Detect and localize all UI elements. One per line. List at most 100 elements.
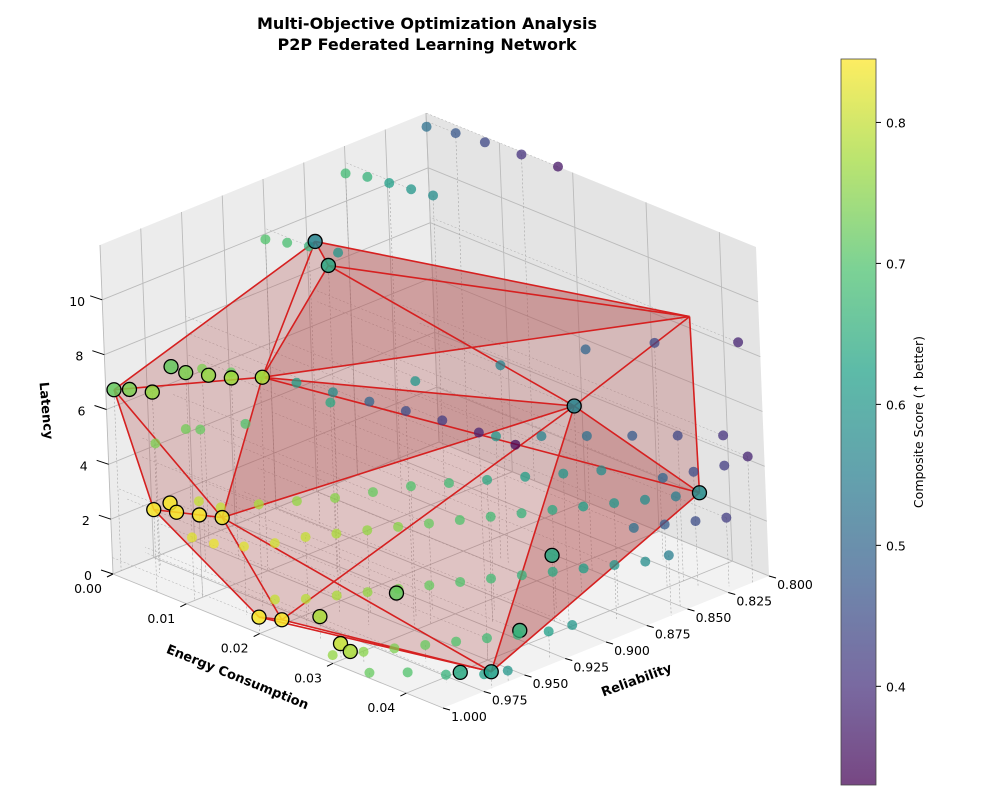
drop-line [172, 393, 246, 425]
scatter-point [627, 430, 638, 441]
z-tick-mark [92, 350, 105, 356]
z-tick-label: 6 [78, 404, 86, 419]
scatter-point [657, 472, 668, 483]
grid-back-z [101, 167, 429, 301]
drop-line [199, 514, 203, 598]
scatter-point [558, 468, 569, 479]
scatter-point [690, 516, 701, 527]
scatter-point [238, 541, 249, 552]
scatter-point [402, 667, 413, 678]
pareto-point [251, 609, 267, 625]
scatter-point [340, 168, 351, 179]
x-tick-mark [106, 573, 114, 578]
pareto-point [200, 367, 217, 383]
y-tick-mark [768, 575, 777, 579]
drop-line [410, 486, 417, 618]
chart-title-line-2: P2P Federated Learning Network [277, 35, 576, 54]
drop-line [367, 530, 371, 613]
drop-line [573, 405, 582, 593]
y-tick-mark [728, 592, 736, 595]
drop-line [191, 537, 195, 601]
drop-line [258, 504, 264, 609]
pareto-point [214, 509, 230, 526]
hull-edge [258, 616, 492, 673]
scatter-point [516, 508, 527, 519]
grid-right-z [436, 386, 768, 522]
scatter-point [358, 646, 369, 657]
drop-line [613, 503, 619, 608]
scatter-point [455, 576, 466, 587]
drop-lines [112, 112, 753, 689]
y-tick-mark [605, 641, 614, 645]
scatter-point [640, 556, 651, 567]
scatter-point [670, 491, 681, 502]
drop-line [586, 435, 593, 571]
scatter-point [282, 237, 293, 248]
y-tick-label: 0.875 [655, 627, 691, 642]
scatter-point [364, 667, 375, 678]
scatter-point [260, 234, 271, 245]
scatter-point [420, 639, 431, 650]
colorbar-ticks: 0.4 0.5 0.6 0.7 0.8 [876, 115, 906, 694]
scatter-point [495, 360, 506, 371]
scatter-point [440, 669, 451, 680]
scatter-point [444, 478, 455, 489]
scatter-point [567, 620, 578, 631]
y-tick-label: 0.925 [573, 660, 609, 675]
drop-line [272, 411, 522, 514]
scatter-point [400, 406, 411, 416]
y-tick-mark [687, 608, 695, 612]
drop-line [257, 467, 522, 576]
scatter-point [240, 418, 251, 429]
drop-line [490, 516, 495, 610]
scatter-point [269, 594, 280, 605]
scatter-point [628, 522, 639, 533]
colorbar-tick-label: 0.4 [886, 679, 906, 694]
scatter-point [596, 465, 607, 476]
drop-line [500, 365, 509, 563]
pareto-hull [113, 240, 701, 673]
pareto-point [483, 664, 499, 680]
scatter-point [520, 471, 531, 482]
drop-line [563, 473, 570, 628]
drop-line [340, 643, 342, 661]
y-tick-label: 0.800 [777, 577, 813, 592]
grid-right-z [434, 331, 765, 467]
scatter-point [215, 502, 226, 513]
scatter-point [405, 481, 416, 492]
y-tick-mark [524, 674, 532, 678]
pareto-point [320, 257, 337, 274]
scatter-point [510, 439, 521, 450]
scatter-point [423, 518, 434, 529]
pareto-point [566, 398, 582, 414]
scatter-point [536, 431, 547, 442]
colorbar-tick-label: 0.5 [886, 538, 906, 553]
pareto-point [452, 664, 468, 681]
y-tick-label: 1.000 [451, 709, 487, 724]
drop-line [428, 523, 433, 612]
hull-edge [490, 405, 575, 672]
scatter-point [393, 521, 404, 532]
drop-line [237, 378, 488, 481]
z-tick-mark [96, 459, 109, 465]
z-tick-label: 2 [82, 513, 90, 528]
hull-edge [261, 241, 316, 378]
hull-edge [113, 240, 316, 391]
scatter-point [428, 190, 439, 201]
scatter-point [502, 665, 513, 676]
hull-edge [153, 509, 260, 618]
drop-line [425, 644, 427, 662]
pareto-point [691, 485, 708, 501]
z-tick-mark [98, 514, 111, 520]
drop-line [308, 246, 321, 526]
scatter-point [451, 636, 462, 647]
x-tick-label: 0.02 [221, 641, 249, 656]
x-tick-label: 0.04 [367, 700, 395, 715]
scatter-point [150, 438, 161, 449]
scatter-point [331, 590, 342, 601]
y-tick-label: 0.975 [492, 693, 528, 708]
scatter-point [384, 178, 395, 189]
pareto-point [342, 643, 358, 660]
scatter-point [364, 396, 375, 407]
hull-edge [221, 377, 264, 518]
